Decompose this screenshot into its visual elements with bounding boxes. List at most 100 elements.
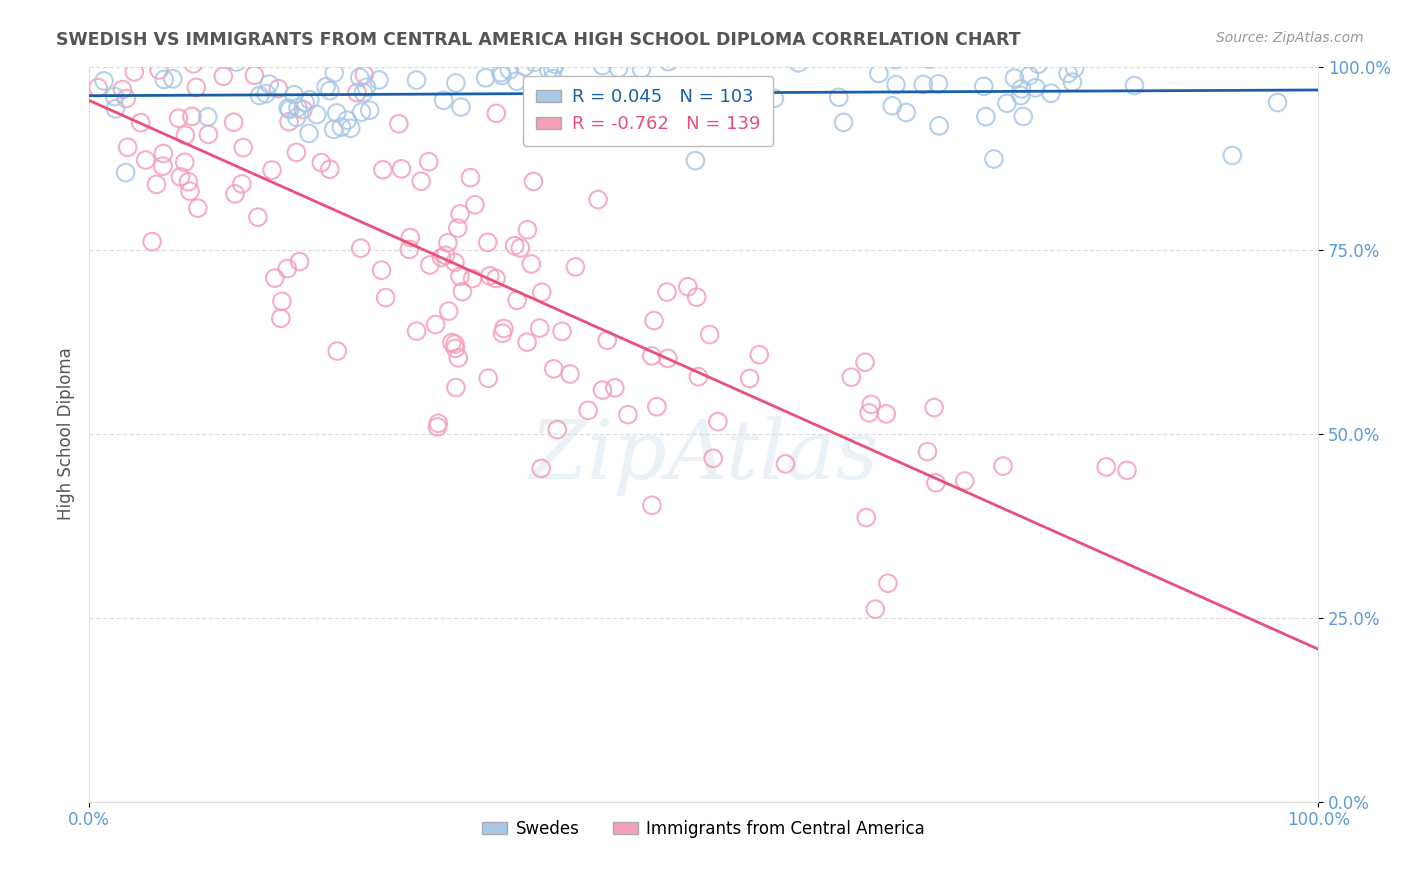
Legend: Swedes, Immigrants from Central America: Swedes, Immigrants from Central America	[475, 814, 932, 845]
Point	[464, 198, 486, 212]
Point	[350, 105, 373, 120]
Point	[260, 163, 283, 178]
Point	[104, 89, 127, 103]
Point	[129, 116, 152, 130]
Point	[654, 123, 676, 137]
Point	[418, 154, 440, 169]
Point	[896, 105, 918, 120]
Point	[111, 82, 134, 96]
Point	[152, 159, 174, 173]
Point	[1024, 80, 1046, 95]
Point	[1267, 95, 1289, 110]
Point	[145, 178, 167, 192]
Point	[399, 230, 422, 244]
Point	[520, 257, 543, 271]
Point	[506, 74, 529, 88]
Point	[1004, 71, 1026, 86]
Point	[326, 344, 349, 359]
Point	[685, 153, 707, 168]
Point	[498, 62, 520, 77]
Point	[546, 423, 568, 437]
Point	[576, 122, 599, 136]
Point	[222, 115, 245, 129]
Point	[177, 175, 200, 189]
Point	[530, 89, 553, 103]
Point	[359, 103, 381, 118]
Point	[437, 235, 460, 250]
Point	[371, 162, 394, 177]
Point	[263, 271, 285, 285]
Point	[120, 45, 142, 59]
Point	[434, 248, 457, 262]
Point	[655, 285, 678, 299]
Point	[249, 88, 271, 103]
Point	[141, 235, 163, 249]
Point	[419, 258, 441, 272]
Point	[576, 403, 599, 417]
Point	[152, 146, 174, 161]
Point	[352, 86, 374, 100]
Point	[953, 474, 976, 488]
Point	[491, 69, 513, 83]
Point	[405, 73, 427, 87]
Point	[246, 210, 269, 224]
Point	[868, 66, 890, 80]
Point	[657, 351, 679, 366]
Point	[641, 498, 664, 512]
Point	[523, 55, 546, 70]
Point	[228, 45, 250, 59]
Point	[350, 241, 373, 255]
Text: Source: ZipAtlas.com: Source: ZipAtlas.com	[1216, 31, 1364, 45]
Y-axis label: High School Diploma: High School Diploma	[58, 348, 75, 520]
Point	[875, 407, 897, 421]
Point	[427, 417, 450, 431]
Point	[509, 241, 531, 255]
Point	[884, 53, 907, 67]
Point	[688, 89, 710, 103]
Point	[388, 117, 411, 131]
Point	[433, 93, 456, 107]
Point	[865, 602, 887, 616]
Point	[617, 408, 640, 422]
Point	[522, 174, 544, 188]
Point	[173, 155, 195, 169]
Point	[212, 70, 235, 84]
Point	[1012, 110, 1035, 124]
Point	[564, 260, 586, 274]
Point	[232, 140, 254, 154]
Point	[1010, 82, 1032, 96]
Point	[558, 367, 581, 381]
Point	[444, 255, 467, 269]
Point	[197, 128, 219, 142]
Point	[489, 65, 512, 79]
Point	[593, 107, 616, 121]
Point	[492, 321, 515, 335]
Point	[485, 271, 508, 285]
Point	[243, 68, 266, 82]
Point	[591, 59, 613, 73]
Point	[180, 22, 202, 37]
Point	[267, 81, 290, 95]
Point	[449, 269, 471, 284]
Point	[645, 400, 668, 414]
Point	[537, 62, 560, 77]
Point	[1220, 148, 1243, 162]
Point	[440, 335, 463, 350]
Point	[1057, 66, 1080, 80]
Point	[925, 475, 948, 490]
Point	[983, 152, 1005, 166]
Point	[277, 101, 299, 115]
Point	[787, 55, 810, 70]
Point	[1039, 45, 1062, 59]
Point	[398, 243, 420, 257]
Point	[315, 79, 337, 94]
Point	[271, 294, 294, 309]
Point	[530, 461, 553, 475]
Point	[374, 291, 396, 305]
Point	[544, 57, 567, 71]
Point	[444, 76, 467, 90]
Point	[679, 90, 702, 104]
Point	[346, 86, 368, 100]
Point	[1010, 88, 1032, 103]
Point	[548, 104, 571, 119]
